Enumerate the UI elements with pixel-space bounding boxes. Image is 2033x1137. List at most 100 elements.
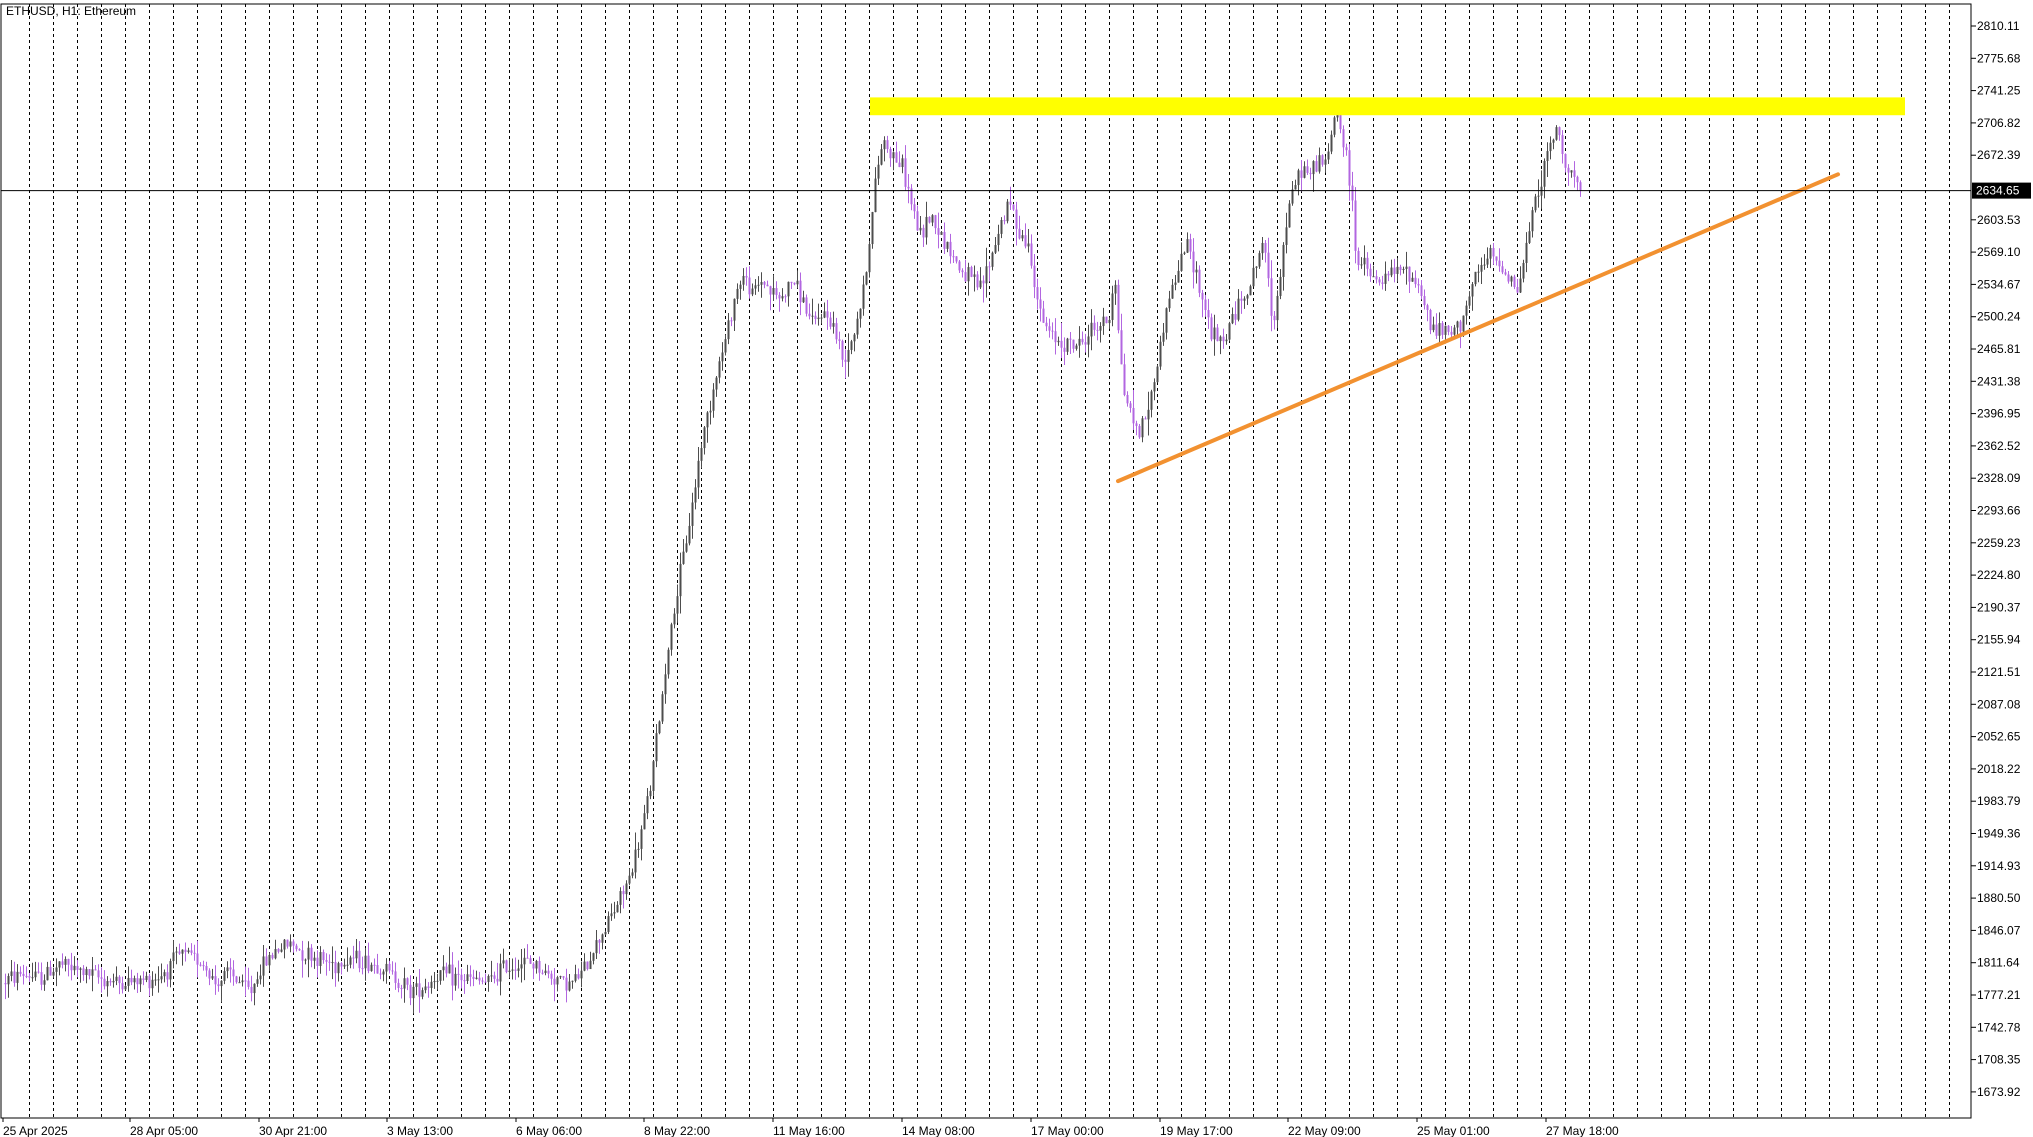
candle-body xyxy=(100,977,103,979)
candle-body xyxy=(985,266,988,284)
candle-body xyxy=(1399,266,1402,270)
support-trendline[interactable] xyxy=(1116,172,1840,484)
candle-body xyxy=(490,975,493,977)
candle-body xyxy=(124,985,127,990)
candle-body xyxy=(664,674,667,695)
candle-body xyxy=(238,982,241,984)
candle-body xyxy=(1288,203,1291,228)
candle-body xyxy=(991,252,994,267)
candle-body xyxy=(499,963,502,982)
candle-body xyxy=(1414,277,1417,285)
candle-body xyxy=(1030,243,1033,266)
candle-body xyxy=(1513,276,1516,287)
candle-body xyxy=(85,969,88,976)
candle-body xyxy=(787,281,790,297)
candle-body xyxy=(415,983,418,987)
price-axis[interactable]: 2810.11 2775.68 2741.25 2706.82 2672.39 2603.… xyxy=(1971,19,2031,1099)
y-tick-label: 2087.08 xyxy=(1977,697,2021,711)
candle-body xyxy=(871,212,874,245)
candle-body xyxy=(454,973,457,986)
candle-body xyxy=(682,551,685,564)
candle-body xyxy=(1210,317,1213,340)
x-tick-label: 25 May 01:00 xyxy=(1417,1124,1490,1137)
candle-body xyxy=(1345,147,1348,151)
candle-body xyxy=(802,297,805,303)
candle-body xyxy=(70,964,73,971)
candle-body xyxy=(484,981,487,983)
candle-body xyxy=(508,970,511,973)
candle-body xyxy=(1144,418,1147,420)
candle-body xyxy=(1084,342,1087,345)
candle-body xyxy=(370,964,373,972)
candle-body xyxy=(52,971,55,976)
candle-body xyxy=(763,282,766,285)
candle-body xyxy=(562,976,565,978)
candle-body xyxy=(1378,279,1381,283)
candle-body xyxy=(1306,166,1309,173)
candle-body xyxy=(1186,239,1189,253)
candle-body xyxy=(1051,330,1054,332)
candle-body xyxy=(469,974,472,977)
candle-body xyxy=(235,976,238,983)
candle-body xyxy=(13,971,16,983)
candle-body xyxy=(304,959,307,961)
candle-body xyxy=(280,949,283,952)
candle-body xyxy=(550,973,553,979)
candle-body xyxy=(1570,170,1573,173)
candle-body xyxy=(445,966,448,974)
candle-body xyxy=(376,965,379,974)
candle-body xyxy=(1309,172,1312,175)
candle-body xyxy=(430,981,433,988)
y-tick-label: 2534.67 xyxy=(1977,277,2021,291)
candle-body xyxy=(367,955,370,972)
candle-body xyxy=(640,829,643,849)
candle-body xyxy=(1090,322,1093,337)
candle-body xyxy=(1576,176,1579,183)
candle-body xyxy=(841,340,844,360)
candle-body xyxy=(1132,407,1135,424)
candle-body xyxy=(1177,270,1180,283)
candle-body xyxy=(154,979,157,981)
y-tick-label: 1742.78 xyxy=(1977,1020,2021,1034)
candle-body xyxy=(91,969,94,976)
candle-body xyxy=(1483,264,1486,266)
candle-body xyxy=(1342,129,1345,148)
candle-body xyxy=(358,950,361,969)
candle-body xyxy=(1021,235,1024,239)
candle-body xyxy=(1459,321,1462,332)
candle-body xyxy=(619,891,622,905)
candle-body xyxy=(1246,295,1249,299)
candle-body xyxy=(742,275,745,285)
candle-body xyxy=(997,233,1000,246)
x-tick-label: 3 May 13:00 xyxy=(387,1124,453,1137)
y-tick-label: 1880.50 xyxy=(1977,891,2021,905)
resistance-zone[interactable] xyxy=(870,97,1905,116)
candle-body xyxy=(1321,155,1324,165)
candle-body xyxy=(556,977,559,985)
candle-body xyxy=(1006,201,1009,222)
candle-body xyxy=(1114,284,1117,294)
candle-body xyxy=(265,956,268,966)
candle-body xyxy=(583,961,586,971)
candle-body xyxy=(838,339,841,341)
candle-body xyxy=(1567,167,1570,173)
time-axis[interactable]: 25 Apr 2025 28 Apr 05:00 30 Apr 21:00 3 May… xyxy=(2,1118,1619,1137)
chart-frame xyxy=(0,3,1972,1119)
candle-body xyxy=(139,978,142,985)
candle-body xyxy=(658,721,661,734)
candle-body xyxy=(559,976,562,978)
candle-body xyxy=(745,275,748,278)
candle-body xyxy=(1009,201,1012,205)
candle-body xyxy=(853,334,856,342)
candle-body xyxy=(994,245,997,253)
candle-body xyxy=(1018,228,1021,239)
candle-body xyxy=(865,272,868,285)
candle-body xyxy=(118,976,121,984)
candle-body xyxy=(472,976,475,979)
candle-body xyxy=(178,951,181,954)
candle-body xyxy=(1579,182,1582,191)
candle-body xyxy=(1042,308,1045,323)
candle-body xyxy=(631,872,634,876)
candle-body xyxy=(751,288,754,295)
